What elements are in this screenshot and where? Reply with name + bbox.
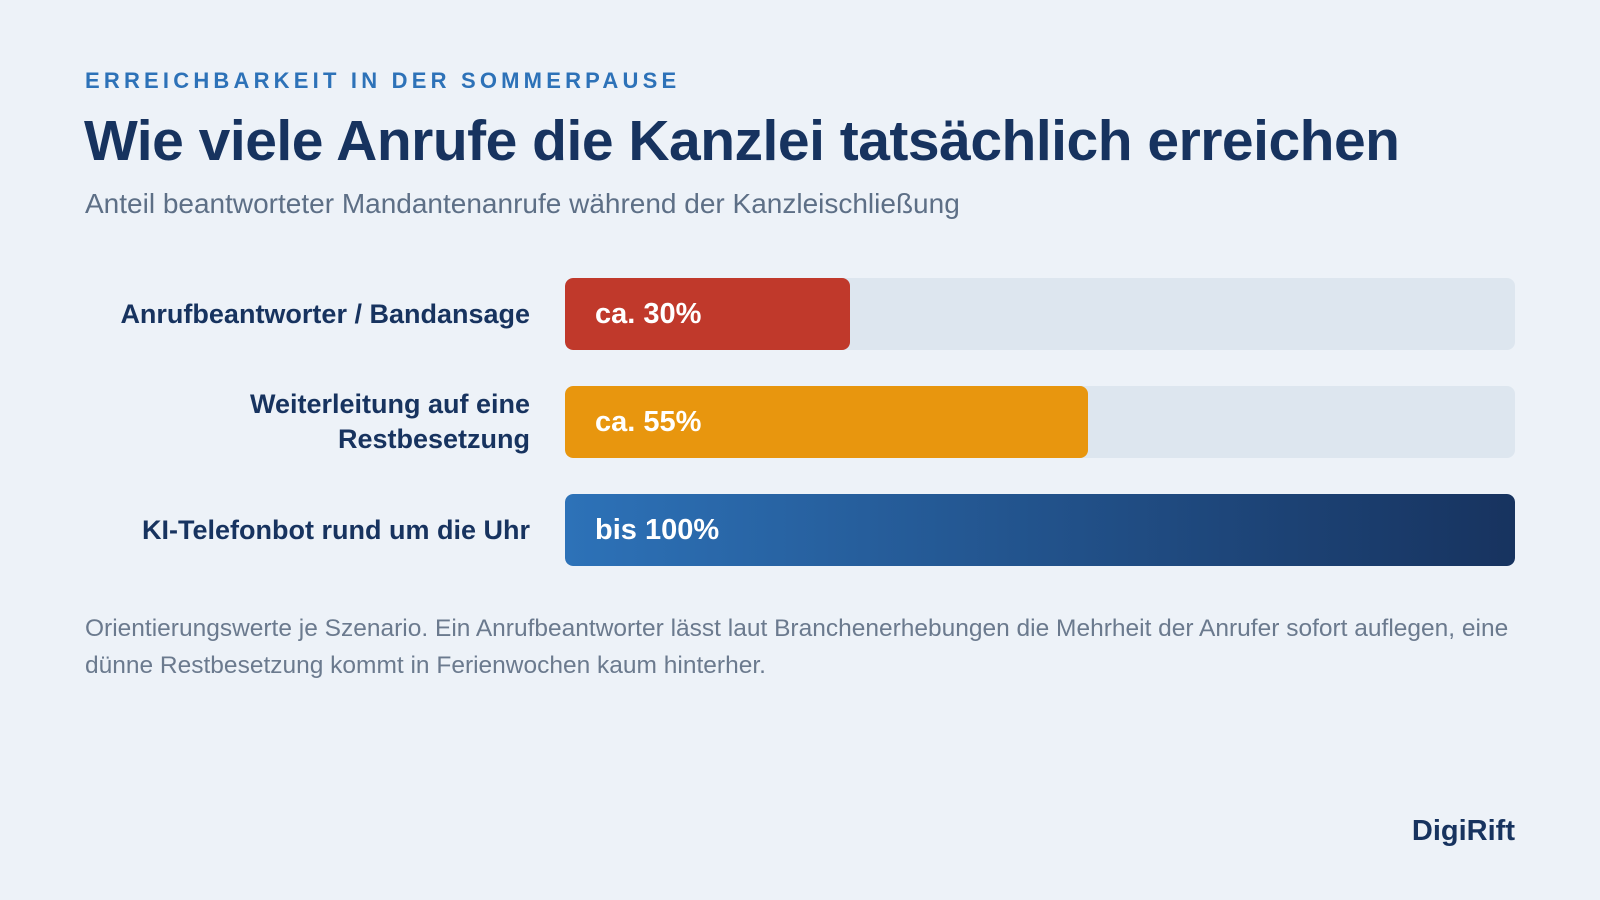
bar-row: Anrufbeantworter / Bandansage ca. 30%	[0, 278, 1600, 350]
category-label: Anrufbeantworter / Bandansage	[120, 298, 530, 329]
kicker: ERREICHBARKEIT IN DER SOMMERPAUSE	[85, 68, 681, 93]
bar-row: KI-Telefonbot rund um die Uhr bis 100%	[0, 494, 1600, 566]
bar-row: Weiterleitung auf eine Restbesetzung ca. …	[0, 386, 1600, 458]
bar	[565, 386, 1088, 458]
footnote: Orientierungswerte je Szenario. Ein Anru…	[85, 615, 1509, 679]
brand-logo: DigiRift	[1411, 815, 1515, 847]
data-label: ca. 55%	[595, 406, 702, 438]
category-label: KI-Telefonbot rund um die Uhr	[142, 514, 530, 545]
bar	[565, 494, 1515, 566]
chart-subtitle: Anteil beantworteter Mandantenanrufe wäh…	[85, 188, 960, 219]
bar-track: ca. 55%	[565, 386, 1515, 458]
bar	[565, 278, 850, 350]
data-label: ca. 30%	[595, 298, 702, 330]
category-label: Weiterleitung auf eine Restbesetzung	[249, 389, 530, 454]
bar-track: bis 100%	[565, 494, 1515, 566]
chart-title: Wie viele Anrufe die Kanzlei tatsächlich…	[84, 109, 1400, 173]
data-label: bis 100%	[595, 514, 720, 546]
bar-track: ca. 30%	[565, 278, 1515, 350]
